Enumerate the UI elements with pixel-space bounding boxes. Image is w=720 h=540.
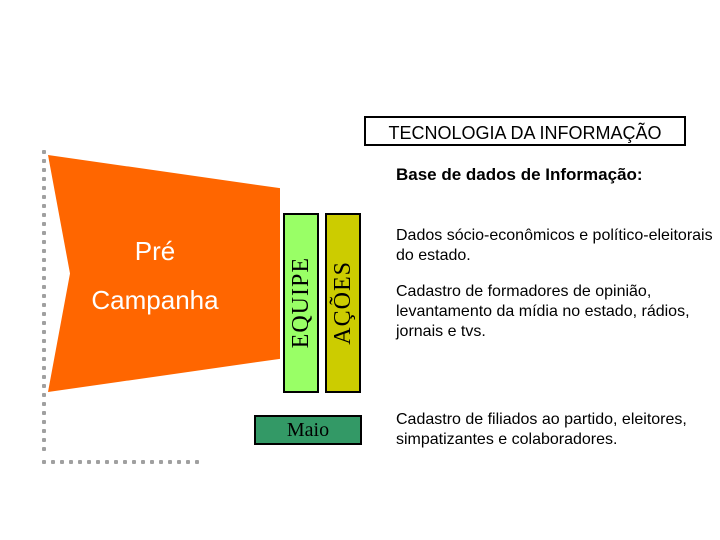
dots-vertical	[42, 150, 46, 456]
vertical-bar-1: AÇÕES	[325, 213, 361, 393]
subtitle: Base de dados de Informação:	[396, 165, 706, 185]
title-box: TECNOLOGIA DA INFORMAÇÃO	[364, 116, 686, 146]
vertical-bar-label-0: EQUIPE	[288, 257, 315, 348]
paragraph-0: Dados sócio-econômicos e político-eleito…	[396, 226, 716, 266]
arrow-label-line2: Campanha	[62, 285, 248, 316]
paragraph-2: Cadastro de filiados ao partido, eleitor…	[396, 410, 716, 450]
vertical-bar-0: EQUIPE	[283, 213, 319, 393]
paragraph-1: Cadastro de formadores de opinião, levan…	[396, 282, 716, 342]
dots-horizontal	[42, 460, 204, 464]
arrow-label-line1: Pré	[62, 236, 248, 267]
vertical-bar-label-1: AÇÕES	[330, 261, 357, 345]
month-box: Maio	[254, 415, 362, 445]
arrow-label: Pré Campanha	[62, 236, 248, 316]
